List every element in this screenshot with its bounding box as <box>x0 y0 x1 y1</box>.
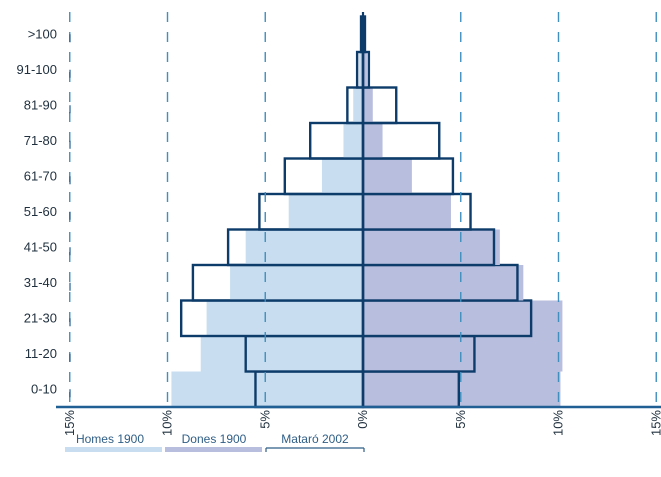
bar-dones-1900-7 <box>363 123 383 159</box>
bar-dones-1900-4 <box>363 229 500 265</box>
y-tick-label-5: 51-60 <box>24 204 57 219</box>
bar-layer <box>171 15 563 409</box>
bar-homes-1900-3 <box>230 265 363 301</box>
legend-layer: Homes 1900 Dones 1900 Mataró 2002 <box>65 432 365 452</box>
y-tick-label-8: 81-90 <box>24 97 57 112</box>
x-tick-label-6: 15% <box>648 410 661 436</box>
y-tick-label-4: 41-50 <box>24 239 57 254</box>
bar-homes-1900-5 <box>288 194 363 230</box>
bar-homes-1900-7 <box>343 123 363 159</box>
legend-swatch-0 <box>65 447 162 452</box>
axis-layer: 0-10 11-20 21-30 31-40 41-50 51-60 61-70 71-80 8… <box>17 12 661 436</box>
x-tick-label-0: 15% <box>62 410 77 436</box>
bar-homes-1900-9 <box>359 52 363 88</box>
bar-homes-1900-8 <box>353 87 363 123</box>
x-tick-label-2: 5% <box>257 410 272 429</box>
bar-dones-1900-3 <box>363 265 524 301</box>
bar-dones-1900-8 <box>363 87 373 123</box>
bar-dones-1900-5 <box>363 194 451 230</box>
y-tick-label-9: 91-100 <box>17 62 57 77</box>
x-tick-label-1: 10% <box>160 410 175 436</box>
bar-homes-1900-6 <box>321 158 363 194</box>
bar-homes-1900-0 <box>171 371 363 407</box>
bar-dones-1900-6 <box>363 158 412 194</box>
bar-homes-1900-1 <box>200 336 363 372</box>
y-tick-label-10: >100 <box>28 26 57 41</box>
bar-homes-1900-4 <box>245 229 363 265</box>
y-tick-label-1: 11-20 <box>25 346 57 361</box>
y-tick-label-7: 71-80 <box>24 133 57 148</box>
y-tick-label-3: 31-40 <box>24 275 57 290</box>
bar-dones-1900-9 <box>363 52 367 88</box>
legend-swatch-1 <box>165 447 262 452</box>
y-tick-label-0: 0-10 <box>31 381 57 396</box>
x-tick-label-5: 10% <box>551 410 566 436</box>
bar-dones-1900-0 <box>363 371 561 407</box>
y-tick-label-6: 61-70 <box>24 168 57 183</box>
bar-dones-1900-2 <box>363 300 563 336</box>
x-tick-label-4: 5% <box>453 410 468 429</box>
bar-dones-1900-1 <box>363 336 563 372</box>
legend-label-2: Mataró 2002 <box>281 432 349 446</box>
x-tick-label-3: 0% <box>355 410 370 429</box>
bar-homes-1900-2 <box>206 300 363 336</box>
legend-label-1: Dones 1900 <box>182 432 247 446</box>
legend-label-0: Homes 1900 <box>76 432 144 446</box>
y-tick-label-2: 21-30 <box>24 310 57 325</box>
